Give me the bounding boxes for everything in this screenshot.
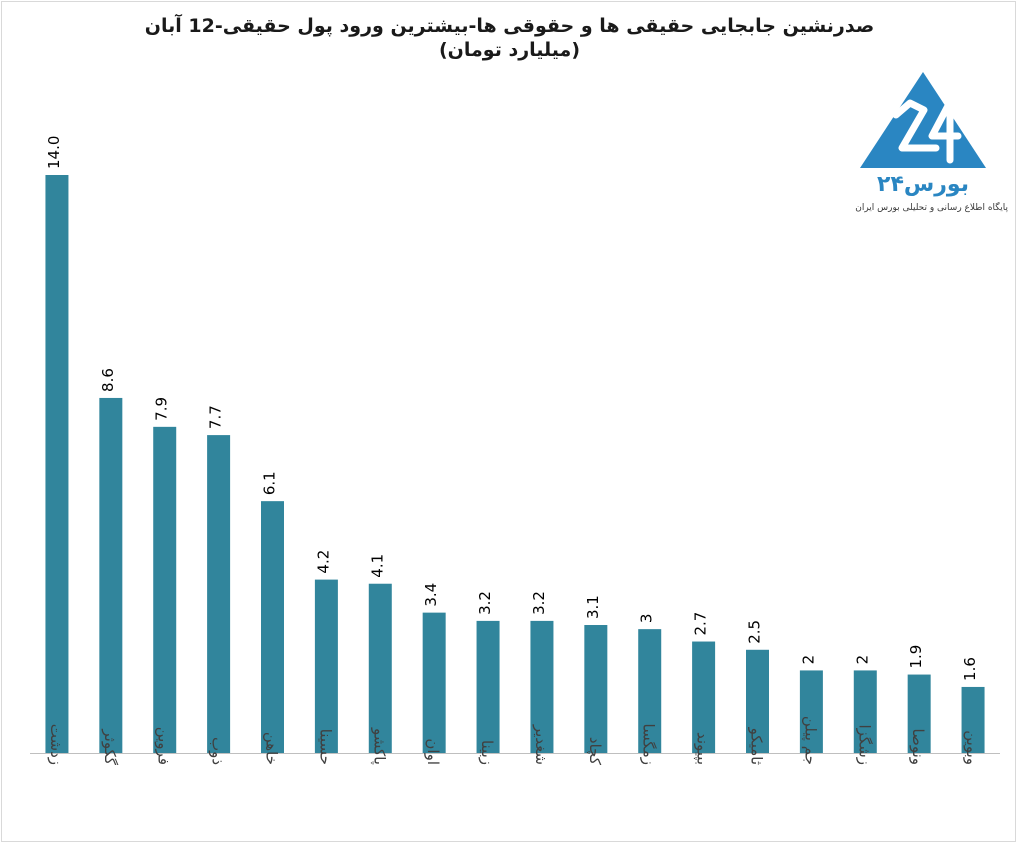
category-tick-label: فروین	[155, 727, 173, 765]
bar	[584, 625, 608, 753]
data-label-background	[152, 388, 173, 424]
data-label: 4.2	[314, 541, 335, 577]
bourse24-logo: بورس۲۴ پایگاه اطلاع رسانی و تحلیلی بورس …	[855, 70, 1008, 220]
bar	[476, 620, 500, 753]
data-label: 3.2	[529, 582, 550, 618]
bar	[45, 175, 69, 753]
data-label-text: 3.2	[476, 591, 494, 615]
logo-triangle-icon	[860, 72, 986, 168]
data-label-background	[44, 128, 65, 172]
category-tick-label: زمگسا	[640, 723, 658, 765]
chart-title: صدرنشین جابجایی حقیقی ها و حقوقی ها-بیشت…	[0, 14, 1019, 62]
bar	[530, 620, 554, 753]
data-label: 2	[799, 650, 820, 668]
category-tick-label: شغدیر	[532, 724, 550, 765]
data-label-background	[853, 650, 874, 668]
data-label-text: 7.9	[153, 397, 171, 421]
data-label: 1.9	[907, 636, 928, 672]
bar	[368, 583, 392, 753]
category-tick-label: حسینا	[316, 729, 334, 765]
bar	[692, 641, 716, 753]
data-label-background	[799, 650, 820, 668]
data-label-text: 7.7	[207, 405, 225, 429]
data-label-background	[368, 545, 389, 581]
data-label-background	[745, 611, 766, 647]
data-label-background	[529, 582, 550, 618]
data-label-text: 3.1	[584, 595, 602, 619]
category-tick-label: خاهن	[263, 732, 281, 765]
data-label-background	[98, 359, 119, 395]
bar	[638, 629, 662, 753]
bar	[207, 435, 231, 753]
bar	[153, 426, 177, 753]
data-label-background	[637, 609, 658, 627]
data-label-text: 1.6	[961, 657, 979, 681]
bar	[907, 674, 931, 753]
data-label: 2.7	[691, 603, 712, 639]
category-tick-label: پاکشو	[369, 727, 388, 765]
data-label-text: 3	[638, 614, 656, 624]
data-label-text: 4.1	[368, 554, 386, 578]
data-label-background	[260, 463, 281, 499]
category-tick-label: ونوصا	[909, 729, 927, 765]
bar	[961, 686, 985, 753]
data-label-background	[691, 603, 712, 639]
bar	[261, 501, 284, 753]
category-tick-label: بپیوند	[693, 732, 712, 765]
data-label: 4.1	[368, 545, 389, 581]
data-label: 8.6	[98, 359, 119, 395]
data-label-background	[422, 574, 443, 610]
data-label: 3.2	[476, 582, 497, 618]
data-label-text: 6.1	[261, 471, 279, 495]
data-label: 3.4	[422, 574, 443, 610]
data-label-text: 2.7	[692, 612, 710, 636]
data-label: 6.1	[260, 463, 281, 499]
data-label-text: 1.9	[907, 645, 925, 669]
bar	[853, 670, 877, 753]
data-label: 7.7	[206, 397, 227, 433]
data-label-text: 2.5	[746, 620, 764, 644]
bar	[314, 579, 338, 753]
category-tick-label: ثامیکو	[748, 727, 766, 765]
bar	[422, 612, 446, 753]
category-tick-label: گکوثر	[101, 728, 119, 765]
data-label: 3.1	[583, 587, 604, 623]
chart-title-line1: صدرنشین جابجایی حقیقی ها و حقوقی ها-بیشت…	[144, 15, 875, 37]
data-label: 2.5	[745, 611, 766, 647]
data-label-background	[907, 636, 928, 672]
data-label: 1.6	[961, 648, 982, 684]
data-label-text: 2	[853, 655, 871, 665]
category-tick-label: وبوین	[963, 730, 981, 765]
bar	[746, 649, 769, 753]
bar	[799, 670, 823, 753]
category-tick-label: کچاد	[586, 737, 604, 766]
category-tick-label: زبینا	[478, 740, 496, 765]
data-label: 7.9	[152, 388, 173, 424]
data-label-text: 3.4	[422, 583, 440, 607]
logo-wordmark: بورس۲۴	[877, 172, 969, 197]
data-label-text: 3.2	[530, 591, 548, 615]
category-tick-label: جم پیلن	[800, 716, 819, 765]
category-tick-label: زدشت	[47, 724, 65, 765]
logo-tagline: پایگاه اطلاع رسانی و تحلیلی بورس ایران	[855, 203, 1008, 213]
bar	[99, 397, 123, 753]
data-label-text: 4.2	[314, 550, 332, 574]
data-label-background	[206, 397, 227, 433]
category-tick-label: اوان	[424, 738, 442, 765]
data-label: 3	[637, 609, 658, 627]
data-label: 2	[853, 650, 874, 668]
data-label-text: 2	[799, 655, 817, 665]
data-label-background	[476, 582, 497, 618]
data-label-background	[583, 587, 604, 623]
category-tick-label: ذوب	[209, 737, 227, 765]
data-label-text: 8.6	[99, 368, 117, 392]
data-label-text: 14.0	[45, 136, 63, 169]
data-label-background	[961, 648, 982, 684]
category-tick-label: زشگزا	[855, 724, 873, 765]
data-label-background	[314, 541, 335, 577]
data-label: 14.0	[44, 128, 65, 172]
chart-title-line2: (میلیارد تومان)	[439, 39, 580, 61]
